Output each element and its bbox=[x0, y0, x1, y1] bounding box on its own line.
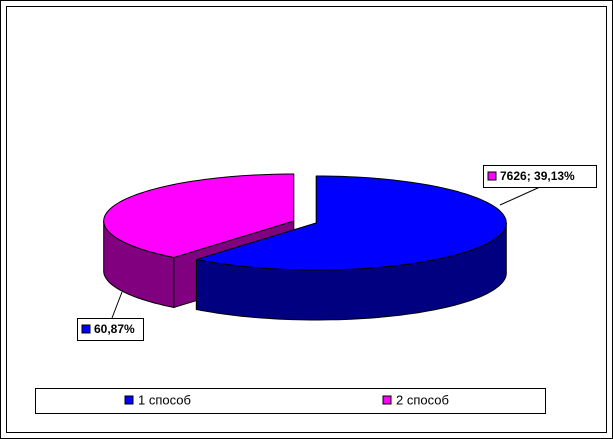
legend-swatch bbox=[124, 395, 134, 405]
data-label-key bbox=[81, 324, 91, 334]
data-label-box bbox=[77, 318, 144, 341]
legend-label: 1 способ bbox=[138, 392, 191, 407]
leader-line bbox=[111, 291, 123, 319]
leader-line bbox=[499, 186, 541, 206]
slice-top bbox=[103, 173, 295, 259]
data-label: 60,87% bbox=[94, 322, 135, 336]
pie bbox=[103, 173, 507, 321]
data-label: 7626; 39,13% bbox=[500, 169, 575, 183]
legend bbox=[35, 388, 546, 414]
data-label-key bbox=[487, 171, 497, 181]
legend-swatch bbox=[382, 395, 392, 405]
slice-top bbox=[196, 175, 507, 271]
plot-frame bbox=[6, 6, 607, 433]
data-label-box bbox=[483, 165, 597, 188]
legend-label: 2 способ bbox=[396, 392, 449, 407]
